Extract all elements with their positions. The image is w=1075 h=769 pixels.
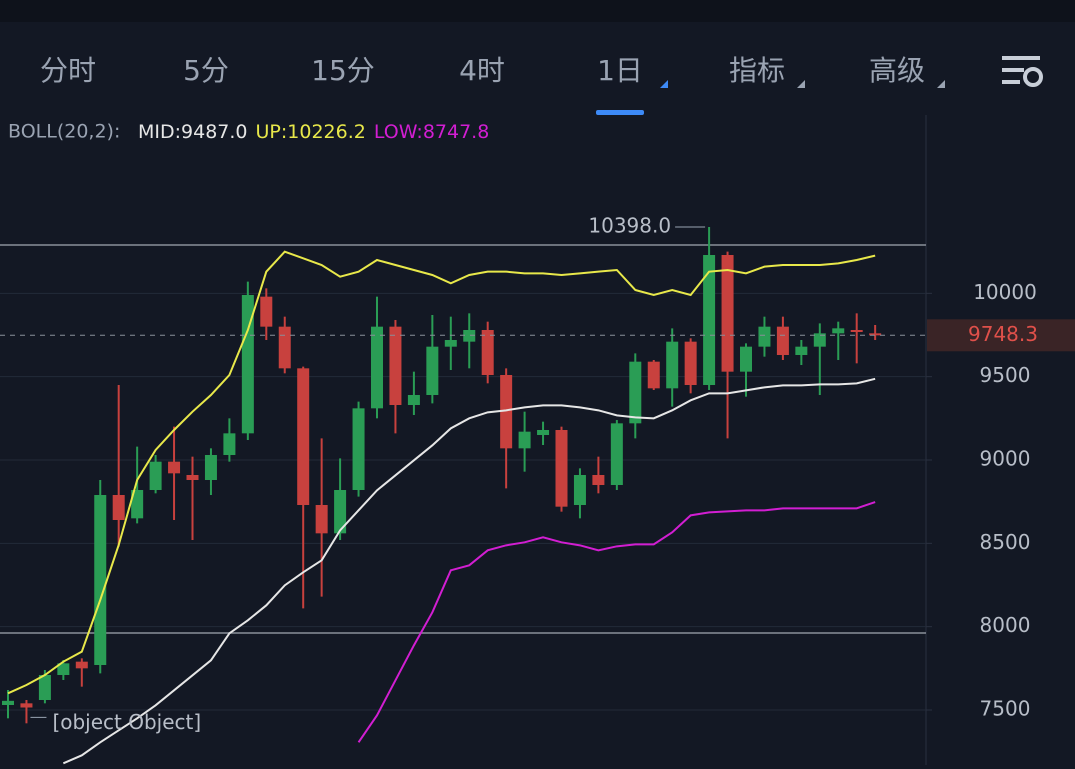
candle-body xyxy=(315,505,328,534)
candle-body xyxy=(444,340,457,347)
tab-bar: 分时 5分 15分 4时 1日 指标 高级 xyxy=(40,54,945,115)
candle-body xyxy=(740,346,752,372)
candle-body xyxy=(2,700,14,705)
plot xyxy=(0,226,926,765)
legend-entry: UP:10226.2 xyxy=(256,121,366,143)
candle-body xyxy=(647,361,660,389)
candle-body xyxy=(352,408,365,490)
dropdown-arrow xyxy=(797,80,805,88)
last-price-box xyxy=(927,319,1075,352)
candle-body xyxy=(776,326,789,355)
tab[interactable]: 分时 xyxy=(40,54,96,87)
candle-body xyxy=(555,430,568,507)
tab[interactable]: 4时 xyxy=(459,54,505,87)
candle-body xyxy=(149,461,162,490)
candle-body xyxy=(297,368,310,505)
candle-body xyxy=(57,663,70,675)
y-tick-label: 9000 xyxy=(980,447,1031,471)
tab[interactable]: 1日 xyxy=(597,54,643,87)
tab[interactable]: 高级 xyxy=(869,54,925,87)
dropdown-arrow xyxy=(937,80,945,88)
candle-body xyxy=(278,326,291,369)
y-tick-label: 8500 xyxy=(980,530,1031,554)
legend-value: 10226.2 xyxy=(287,121,366,143)
dropdown-arrow xyxy=(660,80,668,88)
legend-name: LOW: xyxy=(374,121,423,143)
candle-body xyxy=(666,341,679,389)
candle-body xyxy=(407,395,420,405)
status-bar xyxy=(0,0,1075,22)
active-underline xyxy=(596,110,644,115)
candle-body xyxy=(500,375,513,449)
candle-body xyxy=(38,675,51,700)
band-line xyxy=(357,501,876,743)
candle-body xyxy=(813,333,826,347)
candle-body xyxy=(168,461,181,474)
candle-body xyxy=(75,661,88,669)
candle-body xyxy=(112,495,125,520)
candle-body xyxy=(463,330,476,342)
candle-body xyxy=(371,326,383,409)
candle-body xyxy=(721,255,734,372)
candle-body xyxy=(260,296,273,327)
candle-body xyxy=(426,346,439,395)
candle-body xyxy=(20,703,33,708)
candle-body xyxy=(94,495,107,665)
candle-body xyxy=(684,341,697,385)
y-tick-label: 7500 xyxy=(980,697,1031,721)
y-tick-label: 9500 xyxy=(980,363,1031,387)
candle-body xyxy=(610,423,623,485)
candle-body xyxy=(204,455,217,480)
tab[interactable]: 15分 xyxy=(311,54,375,87)
candle-body xyxy=(592,475,605,485)
legend-name: UP: xyxy=(256,121,288,143)
candle-body xyxy=(518,431,531,449)
y-tick-label: 10000 xyxy=(973,280,1037,304)
settings-icon[interactable] xyxy=(1002,56,1043,87)
y-tick-label: 8000 xyxy=(980,613,1031,637)
tab[interactable]: 5分 xyxy=(183,54,229,87)
icon-gear xyxy=(1023,67,1043,87)
candle-body xyxy=(869,333,882,336)
annotation: 10398.0 xyxy=(588,214,671,238)
candle-body xyxy=(223,433,236,455)
candle-body xyxy=(573,475,586,505)
candle-body xyxy=(703,255,716,385)
annotation: [object Object] xyxy=(52,710,201,734)
legend-entry: MID:9487.0 xyxy=(138,121,248,143)
candle-body xyxy=(481,330,494,375)
tab[interactable]: 指标 xyxy=(729,54,785,87)
indicator-label: BOLL(20,2): xyxy=(8,121,120,143)
legend-entry: LOW:8747.8 xyxy=(374,121,489,143)
legend-name: MID: xyxy=(138,121,181,143)
candle-body xyxy=(537,430,550,435)
candle-body xyxy=(795,346,808,355)
legend-value: 9487.0 xyxy=(181,121,247,143)
candle-body xyxy=(758,326,771,347)
band-line xyxy=(7,250,876,695)
last-price-label: 9748.3 xyxy=(968,322,1038,346)
candle-body xyxy=(850,330,863,332)
candle-body xyxy=(241,295,254,434)
candle-body xyxy=(832,328,845,334)
candle-body xyxy=(389,326,402,405)
band-line xyxy=(62,377,876,765)
candle-body xyxy=(334,490,347,534)
legend-value: 8747.8 xyxy=(423,121,489,143)
candle-body xyxy=(186,475,199,480)
candle-body xyxy=(131,490,144,519)
candle-body xyxy=(629,361,642,424)
